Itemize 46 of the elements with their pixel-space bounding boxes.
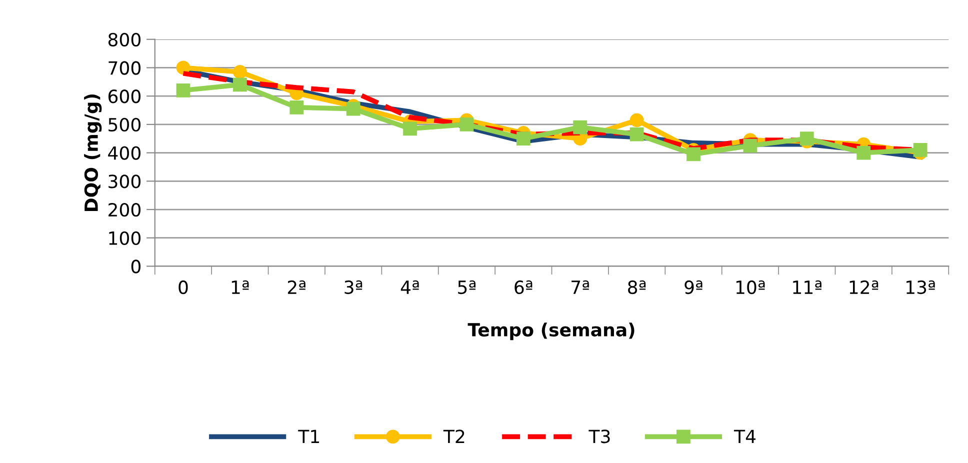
point [403, 122, 417, 136]
point [686, 147, 700, 162]
x-axis-title: Tempo (semana) [468, 322, 634, 340]
x-tick-label: 3ª [344, 280, 362, 294]
point [516, 132, 530, 146]
point [232, 78, 247, 92]
y-tick-label: 800 [108, 32, 140, 46]
x-tick-label: 10ª [736, 280, 765, 294]
point [290, 100, 304, 114]
point [743, 138, 758, 153]
point [176, 60, 190, 75]
point [856, 146, 871, 160]
y-tick-label: 700 [108, 61, 140, 75]
x-tick-label: 5ª [458, 280, 476, 294]
y-tick-label: 200 [108, 202, 140, 217]
legend-label: T4 [734, 430, 756, 443]
x-tick-label: 11ª [793, 280, 822, 294]
point [232, 65, 247, 79]
point [630, 127, 644, 142]
y-tick-label: 100 [109, 231, 140, 245]
y-tick-label: 600 [108, 90, 140, 104]
point [913, 143, 928, 157]
x-tick-label: 0 [178, 280, 188, 294]
x-tick-label: 7ª [572, 280, 589, 294]
x-tick-label: 9ª [684, 280, 702, 294]
point [800, 132, 814, 146]
point [630, 113, 644, 128]
point [346, 102, 360, 116]
point [460, 117, 474, 132]
x-tick-label: 6ª [514, 280, 532, 294]
x-tick-label: 2ª [288, 280, 306, 294]
point [176, 83, 190, 98]
y-axis-title: DQO (mg/g) [84, 94, 102, 211]
point [573, 120, 588, 134]
x-tick-label: 12ª [850, 280, 878, 294]
y-tick-label: 400 [108, 146, 140, 160]
x-tick-label: 4ª [400, 280, 419, 294]
x-tick-label: 8ª [628, 280, 646, 294]
x-tick-label: 1ª [232, 280, 249, 294]
y-tick-label: 500 [108, 118, 140, 132]
x-tick-label: 13ª [906, 280, 935, 294]
legend-label: T1 [298, 430, 319, 443]
legend-label: T2 [443, 430, 464, 443]
y-tick-label: 300 [108, 174, 140, 188]
legend-label: T3 [588, 430, 610, 444]
y-tick-label: 0 [131, 260, 140, 274]
